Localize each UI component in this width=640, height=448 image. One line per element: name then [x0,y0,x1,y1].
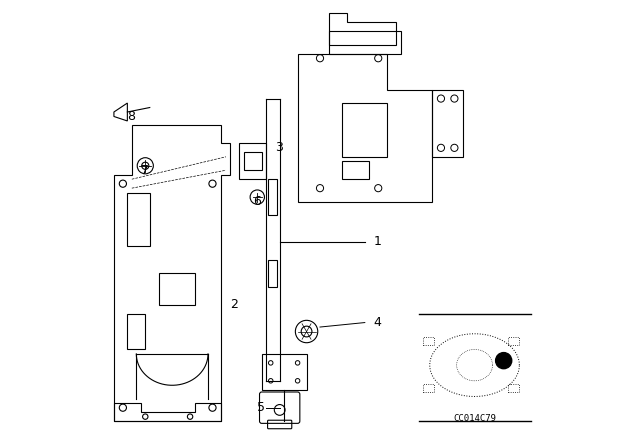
Text: 4: 4 [374,316,381,329]
Text: 6: 6 [253,195,260,208]
Text: 1: 1 [374,235,381,249]
Text: 7: 7 [141,164,149,177]
Text: 2: 2 [230,298,238,311]
Text: 8: 8 [127,110,136,123]
Circle shape [495,353,512,369]
Text: 3: 3 [275,141,283,155]
Text: CC014C79: CC014C79 [453,414,496,423]
Text: 5: 5 [257,401,266,414]
